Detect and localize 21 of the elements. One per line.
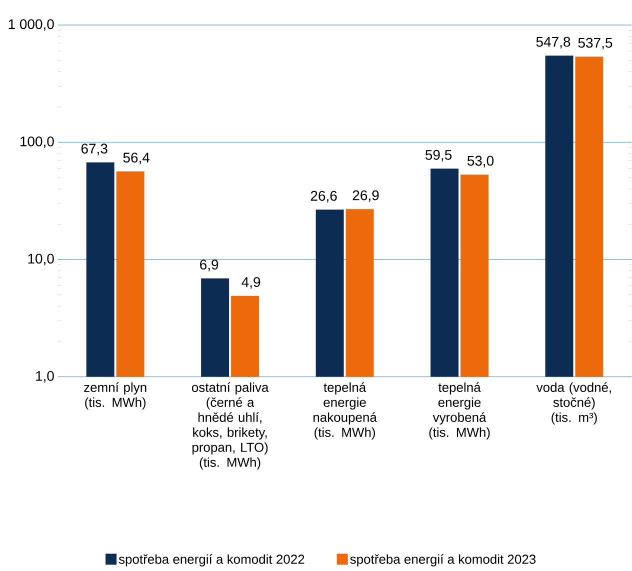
data-label: 56,4 — [123, 152, 150, 164]
data-label: 67,3 — [81, 144, 108, 156]
data-label: 547,8 — [536, 37, 570, 49]
y-tick-label: 1,0 — [36, 371, 54, 383]
data-label: 26,9 — [352, 190, 379, 202]
y-tick-label: 10,0 — [28, 254, 54, 266]
data-label: 6,9 — [200, 260, 218, 272]
x-tick-label: voda (vodné, stočné) (tis. m³) — [536, 382, 611, 425]
data-label: 26,6 — [310, 191, 337, 203]
data-label: 59,5 — [425, 150, 452, 162]
data-label: 53,0 — [467, 156, 494, 168]
y-tick-label: 100,0 — [20, 136, 54, 148]
x-tick-label: zemní plyn (tis. MWh) — [84, 382, 146, 410]
data-label: 537,5 — [578, 38, 612, 50]
y-tick-label: 1 000,0 — [8, 19, 54, 31]
x-tick-label: tepelná energie nakoupená (tis. MWh) — [313, 382, 377, 440]
x-tick-label: tepelná energie vyrobená (tis. MWh) — [429, 382, 490, 440]
x-tick-label: ostatní paliva (černé a hnědé uhlí, koks, brikety, propan, LTO) (tis. MWh) — [192, 382, 269, 470]
data-label: 4,9 — [242, 277, 260, 289]
legend-label: spotřeba energií a komodit 2022 — [118, 554, 304, 567]
legend-label: spotřeba energií a komodit 2023 — [350, 554, 536, 567]
